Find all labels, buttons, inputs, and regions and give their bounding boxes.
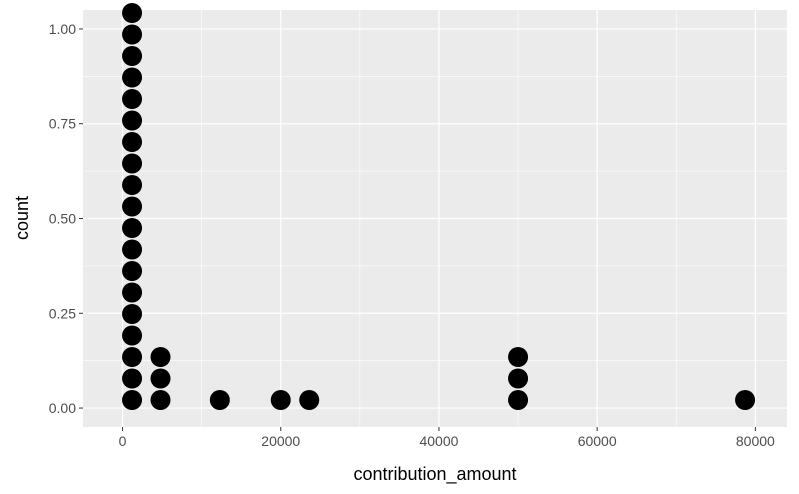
dot-point [150, 390, 171, 410]
y-axis-title: count [12, 196, 32, 240]
x-axis-title: contribution_amount [353, 464, 516, 485]
dot-point [122, 67, 143, 88]
dot-point [122, 110, 143, 131]
y-tick-label: 0.50 [49, 211, 76, 227]
dot-point [150, 347, 171, 367]
dot-point [122, 304, 143, 324]
dot-point [122, 89, 143, 109]
dot-point [209, 390, 230, 410]
dot-point [122, 46, 143, 66]
dot-point [122, 218, 143, 238]
dot-point [122, 282, 143, 303]
dot-point [150, 368, 171, 389]
dot-point [122, 196, 143, 217]
dot-point [122, 347, 143, 367]
y-tick-label: 0.75 [49, 116, 76, 132]
dot-point [122, 325, 143, 346]
dot-point [122, 132, 143, 152]
x-tick-label: 80000 [736, 433, 775, 449]
dot-point [270, 390, 291, 410]
y-tick-label: 1.00 [49, 21, 76, 37]
dot-point [508, 368, 529, 389]
x-tick-label: 40000 [419, 433, 458, 449]
dot-point [508, 347, 529, 367]
dot-point [735, 390, 756, 410]
dot-point [122, 175, 143, 195]
dot-point [122, 261, 143, 281]
dot-point [122, 368, 143, 389]
dot-point [122, 24, 143, 45]
y-axis-ticks: 0.00 0.25 0.50 0.75 1.00 [49, 21, 83, 416]
dot-point [122, 3, 143, 23]
x-tick-label: 20000 [261, 433, 300, 449]
dot-point [122, 239, 143, 260]
dot-point [508, 390, 529, 410]
x-tick-label: 0 [119, 433, 127, 449]
dot-point [299, 390, 320, 410]
dot-point [122, 153, 143, 174]
x-tick-label: 60000 [578, 433, 617, 449]
dot-point [122, 390, 143, 410]
dots [122, 3, 756, 410]
y-tick-label: 0.00 [49, 400, 76, 416]
y-tick-label: 0.25 [49, 305, 76, 321]
x-axis-ticks: 0 20000 40000 60000 80000 [119, 427, 775, 449]
